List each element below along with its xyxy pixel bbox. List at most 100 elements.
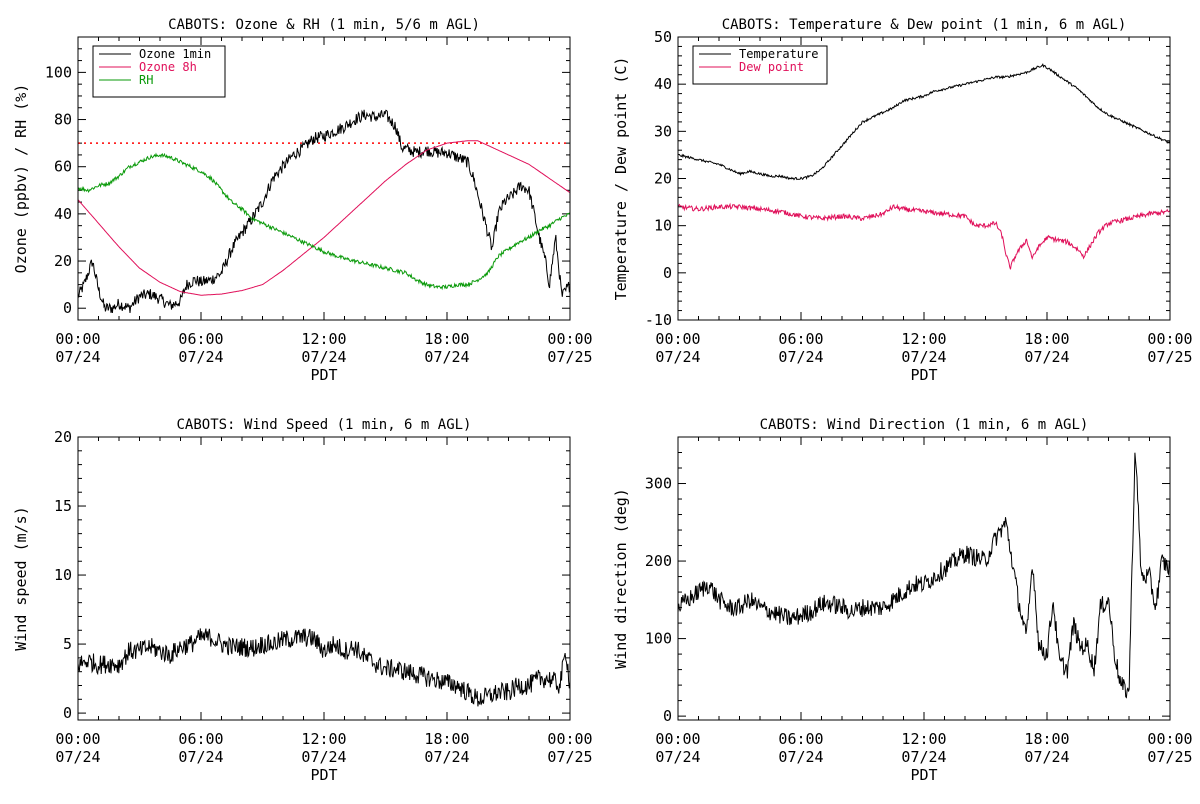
y-tick-label: 200 — [645, 552, 672, 570]
y-tick-label: 0 — [63, 704, 72, 722]
y-axis-label: Wind direction (deg) — [612, 488, 630, 669]
y-tick-label: 60 — [54, 158, 72, 176]
y-axis-label: Wind speed (m/s) — [12, 506, 30, 651]
x-tick-label-date: 07/24 — [1024, 348, 1069, 366]
x-tick-label-date: 07/25 — [547, 748, 592, 766]
y-tick-label: 100 — [45, 63, 72, 81]
x-tick-label-time: 12:00 — [301, 730, 346, 748]
y-tick-label: -10 — [645, 311, 672, 329]
x-tick-label-date: 07/24 — [1024, 748, 1069, 766]
x-tick-label-time: 06:00 — [178, 730, 223, 748]
x-tick-label-time: 06:00 — [778, 730, 823, 748]
legend-label: Ozone 1min — [139, 47, 211, 61]
plot-frame — [677, 36, 1171, 321]
x-tick-label-date: 07/24 — [55, 348, 100, 366]
x-tick-label-time: 06:00 — [178, 330, 223, 348]
x-tick-label-date: 07/24 — [901, 348, 946, 366]
chart-title: CABOTS: Wind Direction (1 min, 6 m AGL) — [760, 417, 1089, 433]
y-tick-label: 40 — [54, 205, 72, 223]
legend-label: Temperature — [739, 47, 818, 61]
chart-panel-2: CABOTS: Temperature & Dew point (1 min, … — [612, 17, 1193, 384]
series-line-ozone-1min — [78, 109, 570, 314]
x-tick-label-time: 00:00 — [55, 730, 100, 748]
y-tick-label: 15 — [54, 497, 72, 515]
x-tick-label-time: 18:00 — [1024, 730, 1069, 748]
series-line — [78, 628, 570, 707]
series-line-dew-point — [678, 202, 1170, 270]
y-tick-label: 40 — [654, 75, 672, 93]
y-tick-label: 80 — [54, 111, 72, 129]
x-tick-label-date: 07/24 — [424, 348, 469, 366]
chart-panel-4: CABOTS: Wind Direction (1 min, 6 m AGL) 0… — [612, 417, 1193, 784]
x-tick-label-date: 07/25 — [1147, 348, 1192, 366]
x-tick-label-time: 00:00 — [547, 330, 592, 348]
x-tick-label-time: 06:00 — [778, 330, 823, 348]
x-tick-label-date: 07/24 — [778, 348, 823, 366]
y-tick-label: 20 — [54, 428, 72, 446]
y-tick-label: 20 — [54, 252, 72, 270]
y-axis-label: Ozone (ppbv) / RH (%) — [12, 84, 30, 274]
x-axis-label: PDT — [910, 766, 937, 784]
x-tick-label-time: 18:00 — [1024, 330, 1069, 348]
chart-panel-1: CABOTS: Ozone & RH (1 min, 5/6 m AGL) 00:… — [12, 17, 593, 384]
legend-label: Dew point — [739, 60, 804, 74]
legend-label: RH — [139, 73, 153, 87]
y-tick-label: 50 — [654, 28, 672, 46]
x-tick-label-date: 07/24 — [901, 748, 946, 766]
x-tick-label-time: 00:00 — [655, 330, 700, 348]
x-axis-label: PDT — [910, 366, 937, 384]
x-tick-label-date: 07/24 — [55, 748, 100, 766]
legend-label: Ozone 8h — [139, 60, 197, 74]
x-tick-label-date: 07/24 — [178, 748, 223, 766]
series-line-rh — [78, 152, 570, 291]
x-tick-label-date: 07/25 — [547, 348, 592, 366]
plot-frame — [677, 436, 1171, 721]
y-tick-label: 0 — [663, 264, 672, 282]
x-axis-label: PDT — [310, 766, 337, 784]
y-tick-label: 0 — [663, 707, 672, 725]
x-tick-label-time: 12:00 — [301, 330, 346, 348]
x-tick-label-date: 07/24 — [178, 348, 223, 366]
x-tick-label-date: 07/24 — [424, 748, 469, 766]
x-tick-label-date: 07/24 — [301, 348, 346, 366]
series-group — [78, 628, 570, 707]
series-group — [678, 63, 1170, 270]
legend-box — [692, 45, 828, 85]
y-tick-label: 30 — [654, 122, 672, 140]
chart-panel-3: CABOTS: Wind Speed (1 min, 6 m AGL) 00:00… — [12, 417, 593, 784]
x-tick-label-time: 12:00 — [901, 330, 946, 348]
chart-title: CABOTS: Ozone & RH (1 min, 5/6 m AGL) — [168, 17, 480, 33]
y-tick-label: 5 — [63, 635, 72, 653]
x-tick-label-time: 12:00 — [901, 730, 946, 748]
y-tick-label: 10 — [654, 217, 672, 235]
x-tick-label-date: 07/25 — [1147, 748, 1192, 766]
x-tick-label-time: 00:00 — [1147, 330, 1192, 348]
x-tick-label-time: 00:00 — [655, 730, 700, 748]
series-group — [78, 109, 570, 314]
x-tick-label-date: 07/24 — [778, 748, 823, 766]
y-tick-label: 0 — [63, 299, 72, 317]
chart-title: CABOTS: Wind Speed (1 min, 6 m AGL) — [176, 417, 471, 433]
x-tick-label-time: 00:00 — [547, 730, 592, 748]
x-tick-label-date: 07/24 — [655, 748, 700, 766]
series-line — [678, 452, 1170, 699]
series-line-temperature — [678, 63, 1170, 181]
y-tick-label: 10 — [54, 566, 72, 584]
y-tick-label: 20 — [654, 170, 672, 188]
plot-frame — [77, 436, 571, 721]
x-tick-label-time: 18:00 — [424, 730, 469, 748]
y-tick-label: 300 — [645, 475, 672, 493]
series-line-ozone-8h — [78, 140, 570, 296]
x-tick-label-time: 18:00 — [424, 330, 469, 348]
chart-title: CABOTS: Temperature & Dew point (1 min, … — [722, 17, 1127, 33]
x-tick-label-time: 00:00 — [1147, 730, 1192, 748]
plot-frame — [77, 36, 571, 321]
x-axis-label: PDT — [310, 366, 337, 384]
y-axis-label: Temperature / Dew point (C) — [612, 57, 630, 301]
x-tick-label-date: 07/24 — [655, 348, 700, 366]
x-tick-label-time: 00:00 — [55, 330, 100, 348]
x-tick-label-date: 07/24 — [301, 748, 346, 766]
y-tick-label: 100 — [645, 630, 672, 648]
